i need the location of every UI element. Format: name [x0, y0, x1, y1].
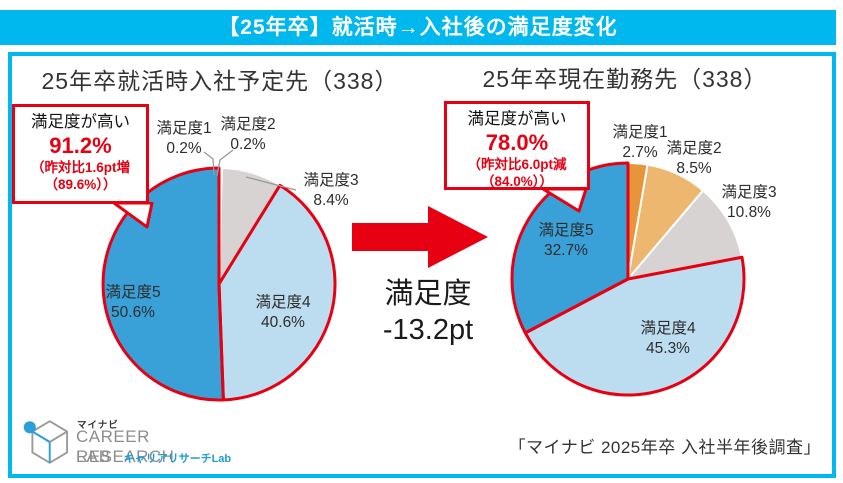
pie2-label-level3-name: 満足度3	[721, 184, 777, 201]
pie1-label-level5: 満足度5 50.6%	[95, 283, 171, 323]
right-callout-tail	[541, 188, 588, 213]
pie1-label-level4-value: 40.6%	[261, 314, 305, 331]
pie2-label-level4-name: 満足度4	[640, 320, 696, 337]
highlight-outline-slice-4	[217, 183, 337, 402]
pie2-label-level4-value: 45.3%	[646, 340, 690, 357]
right-chart-title: 25年卒現在勤務先（338）	[482, 66, 768, 92]
right-callout-note2: （84.0%））	[480, 174, 554, 189]
left-chart-title: 25年卒就活時入社予定先（338）	[41, 68, 399, 94]
pie2-label-level1: 満足度1 2.7%	[608, 123, 672, 163]
pie1-label-level4: 満足度4 40.6%	[245, 293, 321, 333]
right-arrow-icon	[352, 206, 488, 268]
satisfaction-change-label: 満足度	[384, 278, 472, 310]
pie1-label-level4-name: 満足度4	[255, 294, 311, 311]
pie1-label-level5-value: 50.6%	[111, 304, 155, 321]
left-callout-tail	[112, 202, 154, 229]
left-callout-note2: （89.6%））	[44, 177, 117, 192]
pie1-label-level1: 満足度1 0.2%	[150, 119, 218, 159]
pie2-label-level4: 満足度4 45.3%	[630, 319, 706, 359]
pie2-label-level1-name: 満足度1	[612, 124, 668, 141]
right-callout-note1: （昨対比6.0pt減	[467, 157, 567, 172]
pie1-label-level1-value: 0.2%	[166, 140, 202, 157]
logo-sub-jp: キャリアリサーチLab	[123, 453, 232, 465]
pie2-label-level3: 満足度3 10.8%	[714, 183, 784, 223]
pie-slice-3	[627, 189, 743, 280]
pie-chart-before	[101, 166, 337, 402]
left-highlight-callout: 満足度が高い 91.2% （昨対比1.6pt増 （89.6%））	[12, 104, 149, 204]
highlight-outline-slice-5	[101, 166, 225, 402]
left-callout-note1: （昨対比1.6pt増	[30, 160, 130, 175]
highlight-outline-slice-4	[523, 255, 746, 397]
pie1-label-level3-name: 満足度3	[303, 172, 359, 189]
pie1-label-level1-name: 満足度1	[156, 120, 212, 137]
header-bar: 【25年卒】就活時→入社後の満足度変化	[0, 10, 836, 45]
pie2-label-level5-name: 満足度5	[538, 222, 594, 239]
logo-brand-jp: マイナビ	[77, 420, 119, 431]
pie1-label-level5-name: 満足度5	[105, 284, 161, 301]
pie1-label-level2: 満足度2 0.2%	[214, 115, 282, 155]
source-note: 「マイナビ 2025年卒 入社半年後調査」	[508, 438, 821, 457]
pie1-label-level2-name: 満足度2	[220, 116, 276, 133]
pie2-label-level3-value: 10.8%	[727, 204, 771, 221]
logo-line1: CAREER RESEARCH	[76, 427, 175, 466]
right-callout-percentage: 78.0%	[485, 130, 549, 155]
left-callout-percentage: 91.2%	[49, 133, 112, 158]
pie2-label-level1-value: 2.7%	[622, 144, 658, 161]
cube-logo-icon	[23, 420, 69, 464]
pie1-label-level3: 満足度3 8.4%	[297, 171, 365, 211]
pie1-label-level2-value: 0.2%	[230, 136, 266, 153]
right-highlight-callout: 満足度が高い 78.0% （昨対比6.0pt減 （84.0%））	[444, 101, 590, 190]
pie2-label-level2-value: 8.5%	[676, 160, 712, 177]
satisfaction-change-value: -13.2pt	[382, 314, 474, 346]
logo-line2: LAB	[76, 447, 112, 466]
pie2-label-level2-name: 満足度2	[666, 140, 722, 157]
page-title: 【25年卒】就活時→入社後の満足度変化	[218, 16, 618, 39]
pie2-label-level5-value: 32.7%	[544, 242, 588, 259]
highlight-outline-slice-5	[510, 161, 630, 335]
pie1-label-level3-value: 8.4%	[313, 192, 349, 209]
pie-chart-after	[510, 161, 746, 397]
pie2-label-level5: 満足度5 32.7%	[528, 221, 604, 261]
left-callout-heading: 満足度が高い	[31, 113, 130, 131]
pie2-label-level2: 満足度2 8.5%	[661, 139, 727, 179]
career-research-lab-logo: マイナビ CAREER RESEARCH LAB キャリアリサーチLab	[22, 411, 252, 471]
right-callout-heading: 満足度が高い	[467, 110, 567, 128]
logo-row2: LAB キャリアリサーチLab	[76, 447, 231, 467]
satisfaction-change: 満足度 -13.2pt	[348, 276, 508, 348]
